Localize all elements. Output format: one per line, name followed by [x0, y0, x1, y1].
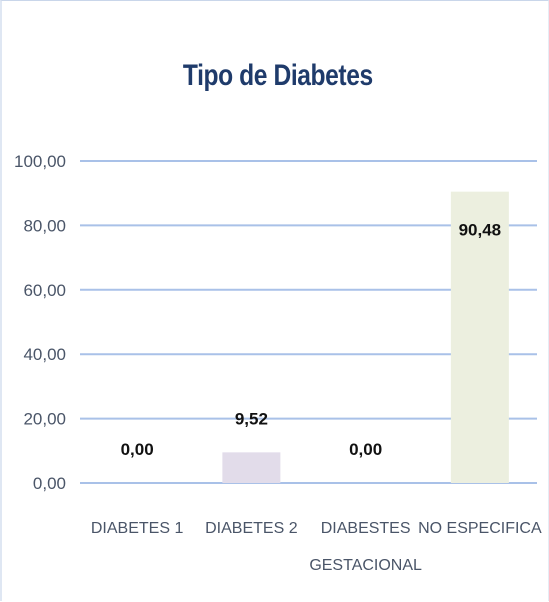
category-label: DIABETES 1: [91, 520, 184, 537]
chart-title: Tipo de Diabetes: [182, 59, 373, 92]
y-tick-label: 20,00: [23, 410, 66, 429]
category-label: NO ESPECIFICA: [418, 520, 542, 537]
y-tick-label: 80,00: [23, 216, 66, 235]
data-label: 0,00: [121, 440, 154, 459]
category-label: DIABETES 2: [205, 520, 298, 537]
y-tick-label: 0,00: [33, 474, 66, 493]
category-label: GESTACIONAL: [309, 557, 422, 574]
data-label: 9,52: [235, 409, 268, 428]
data-label: 90,48: [459, 221, 502, 240]
y-tick-label: 100,00: [14, 152, 66, 171]
bar: [222, 452, 281, 483]
y-tick-label: 40,00: [23, 345, 66, 364]
category-label: DIABESTES: [321, 520, 411, 537]
bar: [450, 191, 509, 483]
y-tick-label: 60,00: [23, 281, 66, 300]
data-label: 0,00: [349, 440, 382, 459]
